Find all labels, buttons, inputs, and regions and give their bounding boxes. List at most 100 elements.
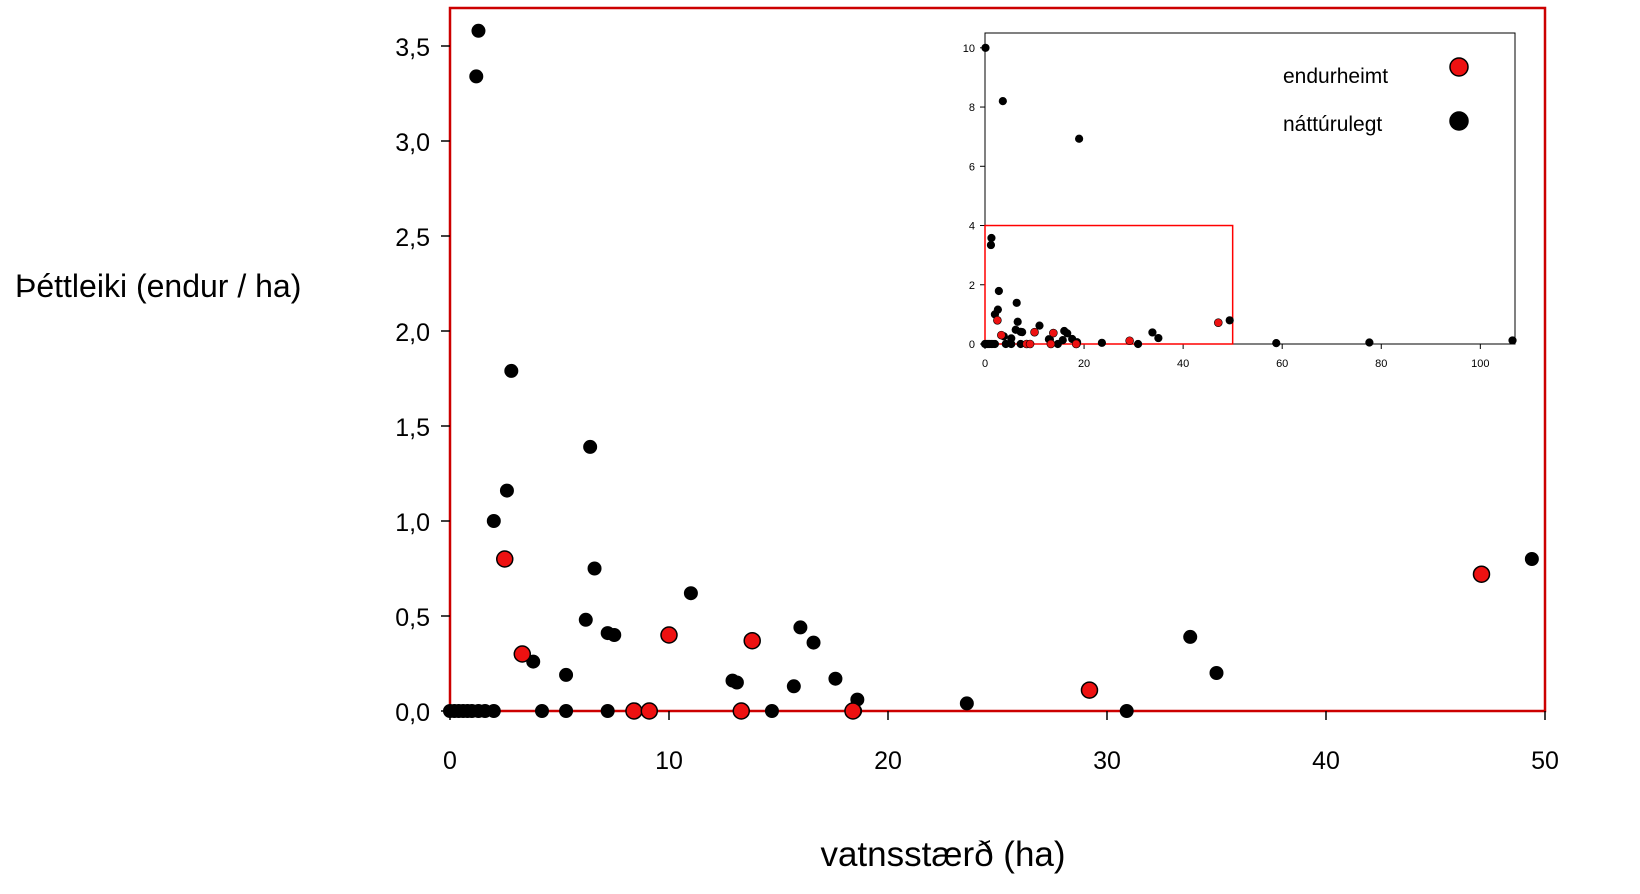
inset-point-endurheimt [1025, 339, 1035, 349]
inset-point-endurheimt [993, 316, 1002, 325]
x-tick-label: 30 [1093, 747, 1121, 775]
inset-point-natturulegt [1018, 328, 1027, 337]
inset-x-tick-label: 80 [1375, 358, 1387, 370]
point-endurheimt [732, 702, 751, 720]
inset-x-tick-label: 0 [982, 358, 988, 370]
legend-label-natturulegt: náttúrulegt [1283, 113, 1382, 136]
x-tick-label: 50 [1531, 747, 1559, 775]
point-natturulegt [578, 612, 593, 627]
legend-marker-natturulegt [1449, 111, 1469, 131]
point-natturulegt [504, 363, 519, 378]
inset-point-natturulegt [1075, 134, 1084, 143]
point-natturulegt [600, 704, 615, 718]
x-tick-label: 40 [1312, 747, 1340, 775]
inset-point-natturulegt [993, 305, 1002, 314]
y-tick-label: 2,0 [395, 319, 430, 347]
y-tick-label: 1,5 [395, 414, 430, 442]
inset-x-tick-label: 40 [1177, 358, 1189, 370]
inset-point-natturulegt [1272, 339, 1281, 348]
point-natturulegt [587, 561, 602, 576]
inset-point-natturulegt [1035, 321, 1044, 330]
inset-point-natturulegt [981, 43, 990, 52]
y-tick-label: 3,0 [395, 129, 430, 157]
inset-point-endurheimt [1213, 318, 1223, 327]
y-tick-label: 2,5 [395, 224, 430, 252]
point-endurheimt [496, 550, 514, 568]
point-natturulegt [786, 679, 801, 694]
y-tick-label: 1,0 [395, 509, 430, 537]
inset-x-tick-label: 60 [1276, 358, 1288, 370]
point-endurheimt [1080, 681, 1099, 699]
point-natturulegt [499, 483, 514, 498]
inset-point-endurheimt [997, 330, 1006, 340]
point-natturulegt [471, 23, 486, 38]
inset-point-natturulegt [987, 233, 996, 243]
inset-y-tick-label: 2 [969, 280, 975, 292]
point-natturulegt [559, 704, 574, 718]
point-natturulegt [1209, 666, 1224, 680]
point-endurheimt [1472, 565, 1491, 583]
point-natturulegt [793, 620, 808, 635]
inset-point-natturulegt [1508, 336, 1517, 345]
inset-point-natturulegt [998, 97, 1007, 106]
inset-point-natturulegt [986, 240, 996, 250]
inset-x-tick-label: 20 [1078, 358, 1090, 370]
point-natturulegt [534, 704, 549, 718]
point-natturulegt [607, 628, 622, 642]
y-axis-label: Þéttleiki (endur / ha) [15, 268, 301, 304]
x-tick-label: 20 [874, 747, 902, 775]
inset-frame [984, 32, 1516, 345]
point-natturulegt [486, 704, 501, 718]
point-endurheimt [513, 645, 532, 663]
point-natturulegt [559, 667, 574, 682]
point-natturulegt [828, 671, 843, 686]
point-endurheimt [660, 626, 678, 644]
main-plot-frame [448, 6, 1547, 713]
x-tick-label: 0 [443, 747, 457, 775]
point-natturulegt [1119, 704, 1134, 718]
point-natturulegt [469, 69, 484, 84]
inset-point-natturulegt [1097, 338, 1106, 347]
inset-point-endurheimt [1071, 339, 1081, 349]
inset-zoom-box [984, 224, 1234, 345]
inset-y-tick-label: 8 [969, 102, 975, 114]
point-natturulegt [764, 704, 779, 718]
point-natturulegt [583, 439, 598, 454]
point-natturulegt [959, 696, 974, 711]
inset-y-tick-label: 6 [969, 161, 975, 173]
inset-y-tick-label: 4 [969, 221, 975, 233]
inset-point-endurheimt [1046, 339, 1056, 349]
point-natturulegt [1524, 552, 1539, 566]
inset-point-natturulegt [990, 339, 1000, 349]
inset-point-natturulegt [1365, 338, 1374, 347]
point-natturulegt [1183, 629, 1198, 644]
legend: endurheimt náttúrulegt [1283, 57, 1469, 136]
legend-label-endurheimt: endurheimt [1283, 65, 1388, 88]
inset-y-tick-label: 0 [969, 339, 975, 351]
inset-point-natturulegt [1058, 336, 1067, 345]
point-natturulegt [806, 635, 821, 650]
inset-point-endurheimt [1030, 327, 1039, 337]
x-tick-label: 10 [655, 747, 683, 775]
legend-marker-endurheimt [1449, 57, 1469, 77]
inset-point-endurheimt [1049, 328, 1058, 338]
point-natturulegt [683, 586, 698, 601]
point-natturulegt [526, 654, 541, 669]
inset-point-natturulegt [1133, 339, 1143, 349]
inset-x-tick-label: 100 [1471, 358, 1489, 370]
inset-point-natturulegt [1012, 298, 1021, 307]
inset-point-natturulegt [1063, 329, 1072, 338]
inset-point-natturulegt [1013, 317, 1022, 326]
inset-point-natturulegt [1007, 339, 1016, 349]
inset-point-natturulegt [994, 286, 1003, 296]
y-tick-label: 0,0 [395, 699, 430, 727]
point-endurheimt [640, 702, 659, 720]
main-plot: 0,00,51,01,52,02,53,03,50 10 20 30 40 50 [395, 6, 1559, 775]
point-endurheimt [743, 631, 761, 650]
point-natturulegt [729, 675, 744, 690]
point-endurheimt [625, 702, 643, 720]
x-axis-label: vatnsstærð (ha) [820, 835, 1065, 874]
inset-point-endurheimt [1125, 336, 1134, 346]
